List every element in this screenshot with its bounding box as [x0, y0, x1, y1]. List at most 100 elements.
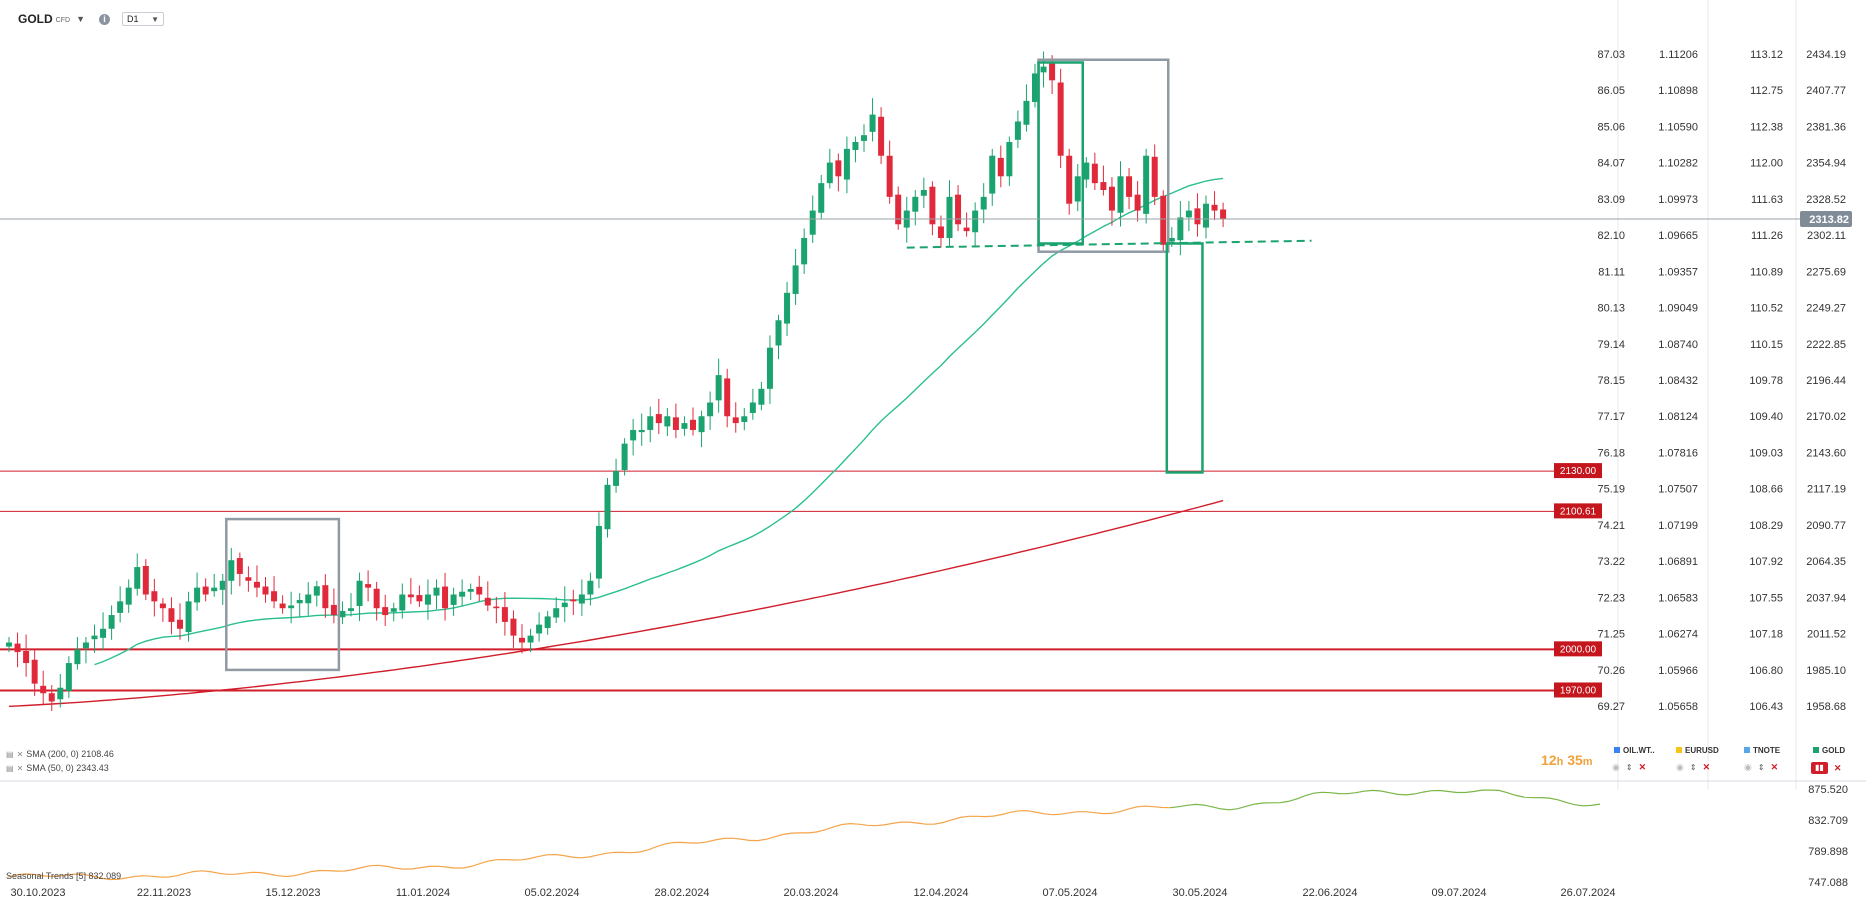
compare-tick-label: 86.05: [1597, 85, 1625, 97]
candle: [373, 581, 380, 621]
settings-icon[interactable]: ▤: [6, 763, 14, 773]
candle: [570, 589, 577, 616]
candle: [1074, 163, 1081, 212]
candle: [416, 585, 423, 607]
compare-tick-label: 1.08124: [1658, 411, 1698, 423]
compare-tick-label: 1.06274: [1658, 629, 1698, 641]
reorder-icon[interactable]: ⇕: [1625, 763, 1633, 772]
candle: [74, 637, 81, 670]
compare-tick-label: 108.66: [1749, 484, 1783, 496]
compare-tick-label: 1.07507: [1658, 484, 1698, 496]
compare-tick-label: 1.08740: [1658, 339, 1698, 351]
candle: [151, 578, 158, 617]
compare-gold-controls: ▮▮ ✕: [1811, 762, 1841, 774]
candle: [407, 578, 414, 605]
candle: [749, 388, 756, 420]
candle-countdown: 12h 35m: [1541, 752, 1593, 768]
price-tick-label: 2064.35: [1806, 556, 1846, 568]
close-icon[interactable]: ✕: [1638, 762, 1647, 772]
close-icon[interactable]: ✕: [1833, 762, 1842, 773]
timeframe-select[interactable]: D1 ▼: [121, 12, 164, 26]
candle: [698, 410, 705, 448]
indicator-label: SMA (200, 0) 2108.46: [26, 749, 114, 759]
candle: [253, 565, 260, 598]
price-tick-label: 2117.19: [1807, 484, 1846, 496]
compare-tick-label: 69.27: [1597, 701, 1625, 713]
compare-tick-label: 73.22: [1597, 556, 1625, 568]
swatch-icon: [1614, 747, 1620, 753]
level-badge: [1554, 463, 1602, 479]
date-axis: 30.10.2023 22.11.2023 15.12.2023 11.01.2024…: [10, 887, 1615, 899]
close-icon[interactable]: ✕: [1702, 762, 1711, 772]
candle: [775, 314, 782, 360]
candle: [424, 579, 431, 620]
compare-tick-label: 1.09665: [1658, 230, 1698, 242]
compare-gold[interactable]: GOLD: [1813, 746, 1845, 755]
eye-icon[interactable]: ◉: [1744, 762, 1752, 772]
candle: [459, 579, 466, 607]
candle: [134, 553, 141, 596]
eye-icon[interactable]: ◉: [1676, 762, 1684, 772]
close-icon[interactable]: ✕: [16, 749, 24, 759]
candle: [955, 185, 962, 232]
reorder-icon[interactable]: ⇕: [1757, 763, 1765, 772]
candle: [442, 572, 449, 621]
candle: [946, 180, 953, 247]
info-icon[interactable]: i: [98, 13, 110, 25]
price-tick-label: 2196.44: [1806, 375, 1846, 387]
settings-icon[interactable]: ▤: [6, 749, 14, 759]
candle: [185, 591, 192, 642]
compare-tick-label: 1.06891: [1658, 556, 1698, 568]
candle: [202, 578, 209, 602]
green-box: [1037, 61, 1085, 245]
candle: [125, 579, 132, 613]
symbol-name[interactable]: GOLD: [18, 12, 53, 26]
indicator-sma50[interactable]: ▤ ✕ SMA (50, 0) 2343.43: [6, 763, 109, 773]
close-icon[interactable]: ✕: [16, 763, 24, 773]
candle: [980, 183, 987, 224]
compare-tick-label: 107.55: [1749, 592, 1783, 604]
close-icon[interactable]: ✕: [1770, 762, 1779, 772]
candle: [23, 634, 30, 677]
candle: [348, 593, 354, 617]
candle: [57, 674, 64, 708]
candle: [655, 398, 662, 435]
eye-icon[interactable]: ◉: [1612, 762, 1620, 772]
compare-tick-label: 81.11: [1598, 266, 1625, 278]
compare-tick-label: 112.75: [1750, 85, 1783, 97]
candle: [852, 136, 859, 163]
candle: [40, 670, 47, 705]
compare-eurusd[interactable]: EURUSD: [1676, 746, 1719, 755]
candle: [1194, 193, 1201, 237]
compare-tick-label: 1.09973: [1658, 194, 1698, 206]
symbol-dropdown-chevron-icon[interactable]: ▼: [76, 14, 85, 24]
compare-oil-controls: ◉ ⇕ ✕: [1612, 762, 1646, 773]
compare-tick-label: 1.07816: [1658, 447, 1698, 459]
compare-tnote[interactable]: TNOTE: [1744, 746, 1780, 755]
candle: [1091, 152, 1098, 191]
candle-style-icon[interactable]: ▮▮: [1811, 762, 1828, 774]
candle: [912, 190, 919, 226]
candle: [1160, 190, 1167, 252]
candle: [544, 610, 551, 635]
compare-tick-label: 1.05966: [1658, 665, 1698, 677]
candle: [690, 407, 696, 436]
compare-tick-label: 1.10898: [1658, 85, 1698, 97]
compare-tick-label: 110.15: [1750, 339, 1783, 351]
reorder-icon[interactable]: ⇕: [1689, 763, 1697, 772]
indicator-sma200[interactable]: ▤ ✕ SMA (200, 0) 2108.46: [6, 749, 114, 759]
seasonal-label: Seasonal Trends [5] 832.089: [6, 871, 122, 881]
candle: [467, 583, 474, 600]
candle: [305, 582, 312, 616]
date-tick-label: 09.07.2024: [1431, 887, 1486, 899]
compare-tick-label: 71.25: [1597, 629, 1625, 641]
swatch-icon: [1744, 747, 1750, 753]
date-tick-label: 28.02.2024: [654, 887, 709, 899]
compare-oil[interactable]: OIL.WT..: [1614, 746, 1655, 755]
candle: [330, 588, 337, 624]
candle: [271, 576, 278, 609]
price-tick-label: 2090.77: [1806, 520, 1846, 532]
candle: [715, 358, 722, 413]
compare-tick-label: 83.09: [1597, 194, 1625, 206]
